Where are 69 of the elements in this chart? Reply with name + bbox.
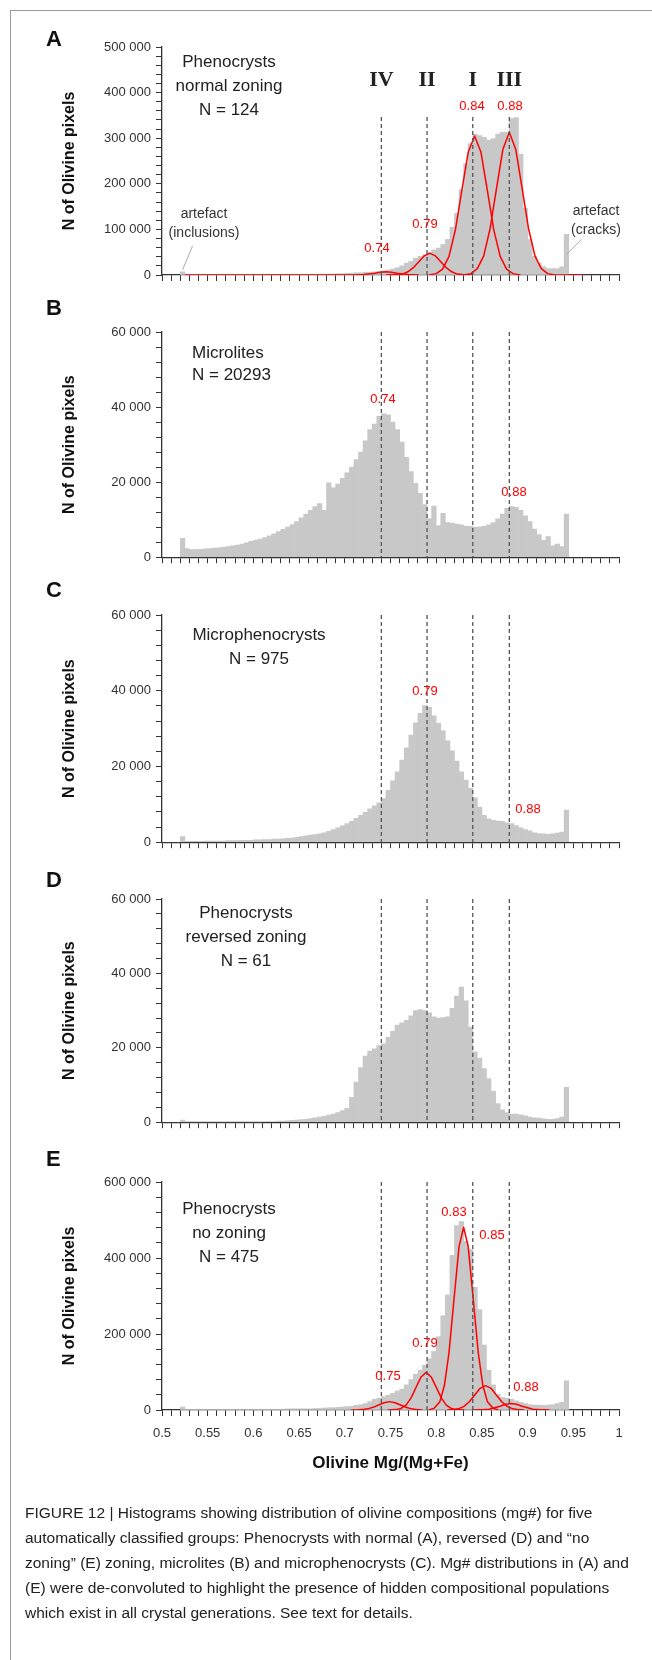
- x-tick-label: 1: [615, 1425, 623, 1441]
- annotation: 0.79: [412, 216, 438, 232]
- annotation: 0.88: [513, 1379, 539, 1395]
- y-axis-title: N of Olivine pixels: [60, 91, 78, 231]
- annotation: 0.74: [364, 240, 390, 256]
- y-tick-label: 0: [143, 1113, 151, 1129]
- annotation: 0.88: [515, 801, 541, 817]
- chart-title: A: [46, 26, 62, 52]
- y-tick-label: 0: [143, 1401, 151, 1417]
- ref-line-label: III: [496, 65, 523, 91]
- caption: FIGURE 12 | Histograms showing distribution of olivine compositions (mg#) for five automatically classified groups: Phenocrysts with normal (A), reversed (D) and “no zoning” (E) zoning, microlites (B) and microphenocrysts (C). Mg# distributions in (A) and (E) were de-convoluted to highlight the presence of hidden compositional populations which exist in all crystal generations. See text for details.: [25, 1503, 630, 1623]
- annotation: 0.79: [412, 683, 438, 699]
- x-tick-label: 0.55: [195, 1425, 221, 1441]
- chart-title: E: [46, 1146, 61, 1172]
- y-tick-label: 0: [143, 833, 151, 849]
- y-tick-label: 40 000: [111, 682, 151, 698]
- chart-title: C: [46, 577, 62, 603]
- y-tick-label: 20 000: [111, 758, 151, 774]
- annotation: 0.75: [375, 1368, 401, 1384]
- x-tick-label: 0.85: [469, 1425, 495, 1441]
- y-axis-title: N of Olivine pixels: [60, 941, 78, 1080]
- y-tick-label: 100 000: [104, 220, 151, 236]
- annotation: 0.85: [479, 1227, 505, 1243]
- chart-title: D: [46, 867, 62, 893]
- text: Phenocrysts reversed zoning N = 61: [185, 902, 307, 970]
- y-tick-label: 200 000: [104, 175, 151, 191]
- y-tick-label: 60 000: [111, 606, 151, 622]
- x-axis-title: Olivine Mg/(Mg+Fe): [312, 1453, 469, 1473]
- text: Microlites N = 20293: [192, 342, 271, 384]
- y-tick-label: 300 000: [104, 129, 151, 145]
- annotation: 0.83: [441, 1204, 467, 1220]
- x-tick-label: 0.95: [560, 1425, 586, 1441]
- ref-line-label: II: [418, 65, 436, 91]
- x-tick-label: 0.9: [518, 1425, 537, 1441]
- x-tick-label: 0.6: [244, 1425, 263, 1441]
- annotation: artefact (inclusions): [168, 204, 240, 240]
- annotation: artefact (cracks): [571, 201, 621, 237]
- y-tick-label: 20 000: [111, 473, 151, 489]
- y-axis-title: N of Olivine pixels: [60, 375, 78, 514]
- ref-line-label: IV: [369, 65, 394, 91]
- y-tick-label: 400 000: [104, 1249, 151, 1265]
- y-tick-label: 400 000: [104, 84, 151, 100]
- text: Phenocrysts no zoning N = 475: [182, 1198, 276, 1266]
- x-tick-label: 0.65: [286, 1425, 312, 1441]
- x-tick-label: 0.5: [152, 1425, 172, 1441]
- y-tick-label: 40 000: [111, 398, 151, 414]
- chart-title: B: [46, 295, 62, 321]
- y-tick-label: 20 000: [111, 1039, 151, 1055]
- y-axis-title: N of Olivine pixels: [60, 659, 78, 798]
- x-tick-label: 0.7: [335, 1425, 354, 1441]
- annotation: 0.74: [370, 391, 396, 407]
- y-tick-label: 0: [143, 266, 151, 282]
- x-tick-label: 0.75: [377, 1425, 404, 1441]
- text: Phenocrysts normal zoning N = 124: [175, 51, 283, 119]
- annotation: 0.79: [412, 1335, 438, 1351]
- y-tick-label: 60 000: [111, 890, 151, 906]
- annotation: 0.84: [459, 98, 485, 114]
- y-tick-label: 60 000: [111, 323, 151, 339]
- text: Microphenocrysts N = 975: [192, 624, 326, 668]
- y-tick-label: 600 000: [104, 1173, 151, 1189]
- x-tick-label: 0.8: [427, 1425, 446, 1441]
- y-tick-label: 40 000: [111, 964, 151, 980]
- y-tick-label: 200 000: [104, 1325, 151, 1341]
- ref-line-label: I: [468, 65, 478, 91]
- annotation: 0.88: [501, 484, 527, 500]
- y-tick-label: 0: [143, 548, 151, 564]
- y-tick-label: 500 000: [104, 38, 151, 54]
- y-axis-title: N of Olivine pixels: [60, 1226, 78, 1366]
- annotation: 0.88: [497, 98, 523, 114]
